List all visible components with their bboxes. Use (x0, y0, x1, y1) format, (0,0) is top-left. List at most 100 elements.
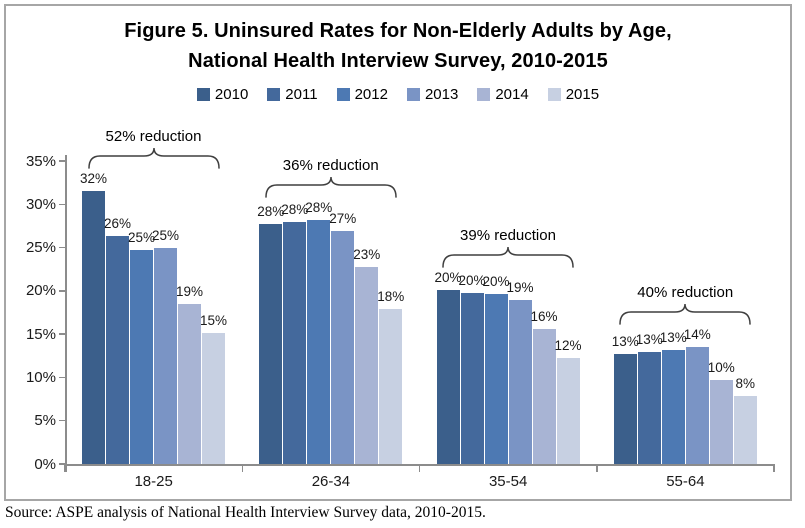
bar-2010-55-64 (613, 354, 637, 464)
bar-2012-55-64 (661, 349, 685, 464)
bar-2013-18-25 (154, 247, 177, 464)
bar-label-2013-55-64: 14% (683, 327, 711, 343)
bar-2013-26-34 (331, 231, 355, 464)
bar-label-2010-18-25: 32% (79, 171, 108, 187)
legend-swatch-icon (406, 88, 420, 101)
y-axis-tick (59, 290, 65, 292)
bar-2011-35-54 (460, 292, 484, 464)
bar-2012-26-34 (307, 219, 331, 464)
bar-label-2011-26-34: 28% (281, 202, 309, 218)
bar-label-2013-18-25: 25% (151, 227, 180, 243)
bar-2014-18-25 (178, 303, 201, 464)
y-axis-tick (59, 376, 65, 379)
legend-swatch-icon (267, 88, 281, 101)
bar-label-2011-18-25: 26% (103, 216, 132, 232)
x-axis-tick (596, 464, 598, 472)
bar-label-2015-35-54: 12% (554, 337, 582, 353)
legend-label: 2011 (285, 86, 318, 103)
y-axis-tick (59, 419, 65, 422)
x-axis-tick (773, 464, 775, 472)
legend-swatch-icon (336, 88, 350, 101)
legend-item-2011: 2011 (267, 86, 318, 103)
legend-label: 2010 (214, 86, 249, 103)
legend-label: 2014 (495, 86, 529, 103)
bar-label-2015-26-34: 18% (377, 289, 405, 305)
bar-label-2010-26-34: 28% (257, 204, 285, 220)
chart-title-line-2: National Health Interview Survey, 2010-2… (188, 50, 608, 72)
bar-label-2014-26-34: 23% (353, 247, 381, 263)
y-axis-line (65, 155, 67, 472)
bar-2011-26-34 (283, 222, 307, 464)
legend-item-2012: 2012 (336, 86, 388, 103)
y-tick-label: 15% (25, 325, 56, 343)
annotation-label-35-54: 39% reduction (460, 226, 556, 244)
bar-2014-35-54 (532, 328, 556, 464)
bar-2014-55-64 (709, 380, 733, 464)
y-axis-tick (59, 160, 65, 162)
brace-icon-18-25 (87, 148, 220, 170)
x-category-label: 26-34 (311, 473, 351, 490)
legend-swatch-icon (547, 88, 561, 101)
bar-2012-35-54 (484, 294, 508, 464)
bar-2013-35-54 (508, 300, 532, 464)
bar-2012-18-25 (130, 250, 153, 464)
y-tick-label: 25% (25, 239, 56, 257)
bar-2015-35-54 (556, 357, 580, 464)
source-note: Source: ASPE analysis of National Health… (5, 504, 486, 521)
bar-2010-26-34 (259, 224, 283, 464)
brace-icon-35-54 (442, 246, 574, 268)
x-category-label: 18-25 (134, 473, 173, 490)
legend-item-2014: 2014 (477, 86, 529, 103)
annotation-label-18-25: 52% reduction (105, 128, 202, 146)
x-axis-tick (418, 464, 421, 472)
y-tick-label: 30% (25, 195, 56, 213)
bar-2010-35-54 (436, 289, 460, 464)
bar-2011-55-64 (637, 352, 661, 464)
x-category-label: 55-64 (666, 473, 705, 490)
bar-2013-55-64 (685, 347, 709, 464)
y-tick-label: 35% (25, 152, 56, 170)
bar-2010-18-25 (82, 191, 105, 464)
x-axis-tick (241, 464, 243, 472)
y-tick-label: 0% (34, 455, 56, 473)
legend-label: 2015 (565, 86, 600, 103)
x-axis-tick (64, 464, 66, 472)
bar-label-2013-26-34: 27% (329, 211, 357, 227)
y-axis-tick (59, 203, 65, 206)
y-tick-label: 20% (25, 282, 56, 300)
bar-label-2012-35-54: 20% (482, 274, 510, 290)
bar-2015-26-34 (379, 309, 403, 464)
bar-label-2012-55-64: 13% (659, 329, 687, 345)
annotation-label-26-34: 36% reduction (282, 156, 379, 174)
y-axis-tick (59, 463, 65, 465)
bar-2014-26-34 (355, 267, 379, 464)
bar-label-2012-26-34: 28% (305, 199, 333, 215)
legend-item-2013: 2013 (406, 86, 458, 103)
legend-item-2010: 2010 (196, 86, 249, 103)
legend-swatch-icon (477, 88, 491, 101)
bar-2011-18-25 (106, 236, 129, 464)
annotation-label-55-64: 40% reduction (637, 284, 734, 302)
legend-label: 2012 (354, 86, 388, 103)
bar-label-2012-18-25: 25% (127, 230, 156, 246)
brace-icon-26-34 (265, 176, 397, 198)
y-tick-label: 5% (34, 412, 56, 430)
bar-label-2010-35-54: 20% (434, 269, 462, 285)
bar-label-2014-55-64: 10% (707, 360, 735, 376)
legend-swatch-icon (196, 88, 210, 101)
chart-title: Figure 5. Uninsured Rates for Non-Elderl… (4, 16, 792, 76)
bar-label-2015-55-64: 8% (735, 376, 756, 392)
bar-label-2014-35-54: 16% (530, 308, 558, 324)
y-axis-tick (59, 246, 65, 249)
y-tick-label: 10% (25, 368, 56, 386)
chart-title-line-1: Figure 5. Uninsured Rates for Non-Elderl… (124, 20, 672, 42)
bar-2015-55-64 (733, 396, 757, 464)
bar-label-2010-55-64: 13% (611, 334, 639, 350)
legend-item-2015: 2015 (547, 86, 600, 103)
brace-icon-55-64 (619, 304, 751, 325)
bar-label-2011-55-64: 13% (635, 332, 663, 348)
y-axis-tick (59, 333, 65, 335)
x-category-label: 35-54 (488, 473, 528, 490)
bar-label-2011-35-54: 20% (458, 272, 486, 288)
